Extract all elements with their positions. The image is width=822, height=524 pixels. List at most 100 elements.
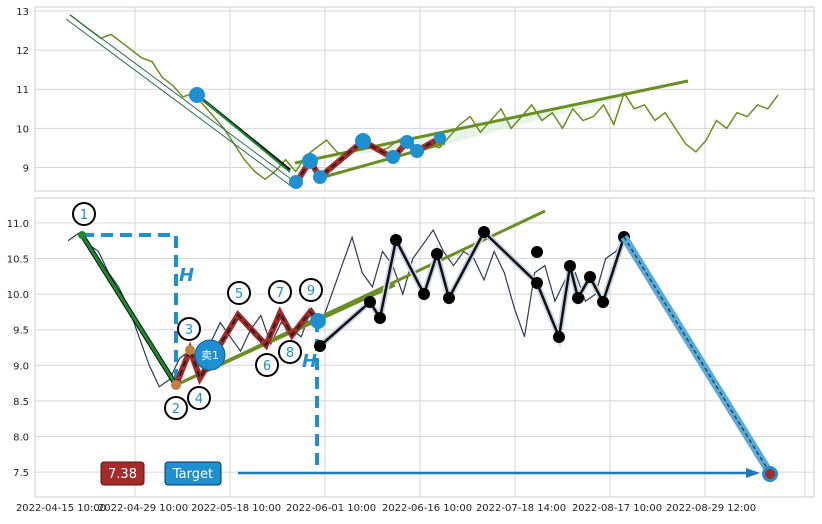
pivot-node <box>185 345 195 355</box>
y-tick-label: 9 <box>23 164 29 175</box>
top-down-channel-lower <box>65 18 292 187</box>
projection-leg-dashed <box>623 236 771 474</box>
x-tick-label: 2022-07-18 14:00 <box>476 503 566 514</box>
bottom-plot-area <box>34 197 815 498</box>
x-tick-label: 2022-04-29 10:00 <box>98 503 188 514</box>
svg-text:9: 9 <box>307 284 315 299</box>
y-tick-label: 9.0 <box>13 361 29 372</box>
zigzag-end-node <box>310 313 326 329</box>
pivot-node <box>418 288 430 300</box>
top-node <box>302 153 318 169</box>
y-tick-label: 13 <box>16 7 29 18</box>
svg-text:4: 4 <box>195 392 203 407</box>
bottom-brown-nodes <box>78 231 195 390</box>
top-trendline-upper <box>294 79 689 165</box>
x-tick-label: 2022-06-16 10:00 <box>382 503 472 514</box>
pivot-node <box>584 271 596 283</box>
top-node <box>189 87 205 103</box>
target-price-box: 7.38 <box>100 461 145 486</box>
x-tick-label: 2022-05-18 10:00 <box>191 503 281 514</box>
stroke-label-8: 8 <box>278 340 302 364</box>
bottom-y-tick-labels: 7.5 8.0 8.5 9.0 9.5 10.0 10.5 11.0 <box>7 219 29 479</box>
h-dashed-bracket <box>82 233 178 385</box>
svg-text:1: 1 <box>80 208 88 223</box>
top-node <box>434 132 446 144</box>
y-tick-label: 10.5 <box>7 255 29 266</box>
h-marker-left: H <box>179 265 194 286</box>
top-down-leg-green <box>196 94 291 173</box>
sell-marker-label: 卖1 <box>201 349 219 362</box>
top-node <box>355 133 371 149</box>
top-node <box>313 170 327 184</box>
y-tick-label: 10 <box>16 124 29 135</box>
stroke-label-7: 7 <box>268 280 292 304</box>
top-node <box>289 175 303 189</box>
target-price-value: 7.38 <box>108 467 137 482</box>
target-end-marker <box>762 466 778 482</box>
pivot-node <box>390 234 402 246</box>
bottom-panel: 7.5 8.0 8.5 9.0 9.5 10.0 10.5 11.0 2022-04-15 1… <box>7 197 815 514</box>
y-tick-label: 12 <box>16 46 29 57</box>
pivot-node <box>553 331 565 343</box>
stroke-label-2: 2 <box>164 396 188 420</box>
stroke-label-3: 3 <box>177 317 201 341</box>
stroke-label-5: 5 <box>227 281 251 305</box>
pivot-node <box>171 380 181 390</box>
y-tick-label: 9.5 <box>13 326 29 337</box>
svg-text:3: 3 <box>185 323 193 338</box>
stroke-label-1: 1 <box>72 202 96 226</box>
svg-text:6: 6 <box>263 359 271 374</box>
pivot-node <box>564 260 576 272</box>
svg-text:2: 2 <box>172 402 180 417</box>
pivot-node <box>364 296 376 308</box>
pivot-node <box>374 312 386 324</box>
pivot-node <box>431 248 443 260</box>
stroke-label-4: 4 <box>187 386 211 410</box>
pivot-node <box>531 246 543 258</box>
y-tick-label: 11 <box>16 85 29 96</box>
top-plot-area <box>34 6 815 192</box>
y-tick-label: 10.0 <box>7 290 29 301</box>
stroke-labels: 1 2 3 4 5 6 7 <box>72 202 323 420</box>
y-tick-label: 8.5 <box>13 397 29 408</box>
top-nodes <box>189 87 446 189</box>
top-y-tick-labels: 9 10 11 12 13 <box>16 7 29 175</box>
top-node <box>400 135 414 149</box>
svg-text:7: 7 <box>276 286 284 301</box>
pivot-node <box>597 296 609 308</box>
pivot-node <box>314 340 326 352</box>
target-label-box: Target <box>164 461 222 486</box>
bottom-down-leg-green <box>80 234 178 386</box>
x-tick-label: 2022-06-01 10:00 <box>286 503 376 514</box>
top-wedge-fill <box>295 81 685 178</box>
target-label-text: Target <box>172 467 213 482</box>
y-tick-label: 11.0 <box>7 219 29 230</box>
bottom-black-nodes <box>314 226 630 352</box>
pivot-node <box>478 226 490 238</box>
y-tick-label: 7.5 <box>13 468 29 479</box>
pivot-node <box>531 277 543 289</box>
svg-text:5: 5 <box>235 287 243 302</box>
pivot-node <box>78 231 86 239</box>
h-marker-right: H <box>302 351 317 372</box>
top-down-channel-upper <box>69 14 296 183</box>
svg-text:8: 8 <box>286 346 294 361</box>
sell-marker: 卖1 <box>194 339 226 371</box>
pivot-node <box>443 292 455 304</box>
bottom-zigzag-dashed <box>175 310 321 386</box>
x-tick-label: 2022-08-29 12:00 <box>666 503 756 514</box>
stroke-label-9: 9 <box>299 278 323 302</box>
top-gridlines <box>35 7 814 191</box>
x-tick-label: 2022-04-15 10:00 <box>16 503 106 514</box>
x-tick-label: 2022-08-17 10:00 <box>572 503 662 514</box>
target-arrowhead <box>746 468 760 478</box>
top-node <box>386 150 400 164</box>
y-tick-label: 8.0 <box>13 432 29 443</box>
top-node <box>410 144 424 158</box>
stroke-label-6: 6 <box>255 353 279 377</box>
top-panel: 9 10 11 12 13 <box>16 6 815 192</box>
pivot-node <box>572 292 584 304</box>
